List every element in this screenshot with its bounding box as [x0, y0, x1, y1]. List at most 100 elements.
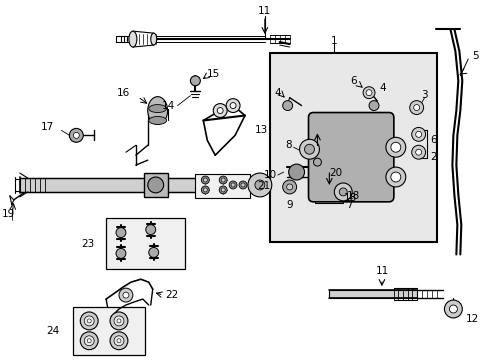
Text: 2: 2: [429, 152, 436, 162]
Circle shape: [409, 100, 423, 114]
Circle shape: [282, 180, 296, 194]
Bar: [329, 290, 416, 298]
Text: 7: 7: [345, 200, 352, 210]
Text: 14: 14: [162, 100, 175, 111]
Circle shape: [69, 129, 83, 142]
Circle shape: [190, 76, 200, 86]
Circle shape: [110, 312, 128, 330]
Circle shape: [114, 316, 123, 326]
Ellipse shape: [148, 117, 166, 125]
Text: 22: 22: [165, 290, 179, 300]
Circle shape: [334, 183, 351, 201]
Circle shape: [87, 339, 91, 343]
Circle shape: [231, 183, 235, 187]
Circle shape: [415, 149, 421, 155]
Text: 17: 17: [41, 122, 54, 132]
Circle shape: [221, 178, 224, 182]
Text: 4: 4: [379, 83, 386, 93]
Bar: [195, 174, 249, 198]
Circle shape: [87, 319, 91, 323]
Circle shape: [448, 305, 456, 313]
Text: 24: 24: [46, 326, 60, 336]
Circle shape: [339, 188, 346, 196]
Text: 4: 4: [274, 88, 281, 98]
Circle shape: [80, 332, 98, 350]
Circle shape: [117, 319, 121, 323]
Text: 10: 10: [263, 170, 276, 180]
Circle shape: [363, 87, 374, 99]
Circle shape: [385, 167, 405, 187]
Text: 19: 19: [2, 209, 16, 219]
Circle shape: [110, 332, 128, 350]
Text: 18: 18: [346, 191, 360, 201]
Circle shape: [80, 312, 98, 330]
Bar: [20, 178, 254, 192]
Circle shape: [415, 131, 421, 137]
Text: 20: 20: [329, 168, 342, 178]
Circle shape: [230, 103, 236, 109]
Circle shape: [366, 90, 371, 96]
Circle shape: [313, 158, 321, 166]
Bar: [269, 53, 436, 242]
Text: 12: 12: [466, 314, 479, 324]
Circle shape: [229, 181, 237, 189]
Ellipse shape: [129, 31, 137, 47]
Circle shape: [286, 184, 292, 190]
Circle shape: [413, 105, 419, 111]
Circle shape: [411, 145, 425, 159]
Circle shape: [84, 316, 94, 326]
Text: 21: 21: [256, 181, 269, 191]
Circle shape: [117, 339, 121, 343]
Text: 1: 1: [330, 36, 337, 46]
Circle shape: [122, 292, 129, 298]
Ellipse shape: [148, 105, 166, 113]
Text: 15: 15: [207, 69, 220, 79]
Text: 13: 13: [254, 125, 267, 135]
Text: 5: 5: [471, 51, 478, 61]
Circle shape: [299, 139, 319, 159]
Circle shape: [145, 225, 155, 235]
Text: 11: 11: [258, 6, 271, 16]
Bar: [106, 218, 185, 269]
Circle shape: [116, 228, 126, 238]
Circle shape: [390, 142, 400, 152]
Circle shape: [116, 248, 126, 258]
Text: 6: 6: [349, 76, 356, 86]
Circle shape: [247, 173, 271, 197]
Circle shape: [444, 300, 461, 318]
Text: 9: 9: [286, 200, 292, 210]
Circle shape: [368, 100, 378, 111]
Ellipse shape: [150, 33, 156, 45]
Circle shape: [84, 336, 94, 346]
Circle shape: [148, 247, 158, 257]
Circle shape: [201, 176, 209, 184]
Circle shape: [254, 180, 264, 190]
Ellipse shape: [147, 96, 167, 125]
FancyBboxPatch shape: [308, 113, 393, 202]
Text: 23: 23: [81, 239, 94, 248]
Circle shape: [217, 108, 223, 113]
Circle shape: [304, 144, 314, 154]
Circle shape: [219, 176, 227, 184]
Circle shape: [219, 186, 227, 194]
Circle shape: [239, 181, 246, 189]
Circle shape: [147, 177, 163, 193]
Circle shape: [119, 288, 133, 302]
Circle shape: [385, 137, 405, 157]
Circle shape: [411, 127, 425, 141]
Circle shape: [73, 132, 79, 138]
Text: 3: 3: [421, 90, 427, 100]
Bar: [73, 307, 144, 355]
Circle shape: [114, 336, 123, 346]
Circle shape: [288, 164, 304, 180]
Circle shape: [225, 99, 240, 113]
Circle shape: [213, 104, 227, 117]
Text: 11: 11: [375, 266, 388, 276]
Circle shape: [203, 188, 207, 192]
Circle shape: [221, 188, 224, 192]
Circle shape: [201, 186, 209, 194]
Text: 6: 6: [429, 135, 436, 145]
Circle shape: [390, 172, 400, 182]
Text: 18: 18: [344, 193, 357, 203]
Circle shape: [203, 178, 207, 182]
